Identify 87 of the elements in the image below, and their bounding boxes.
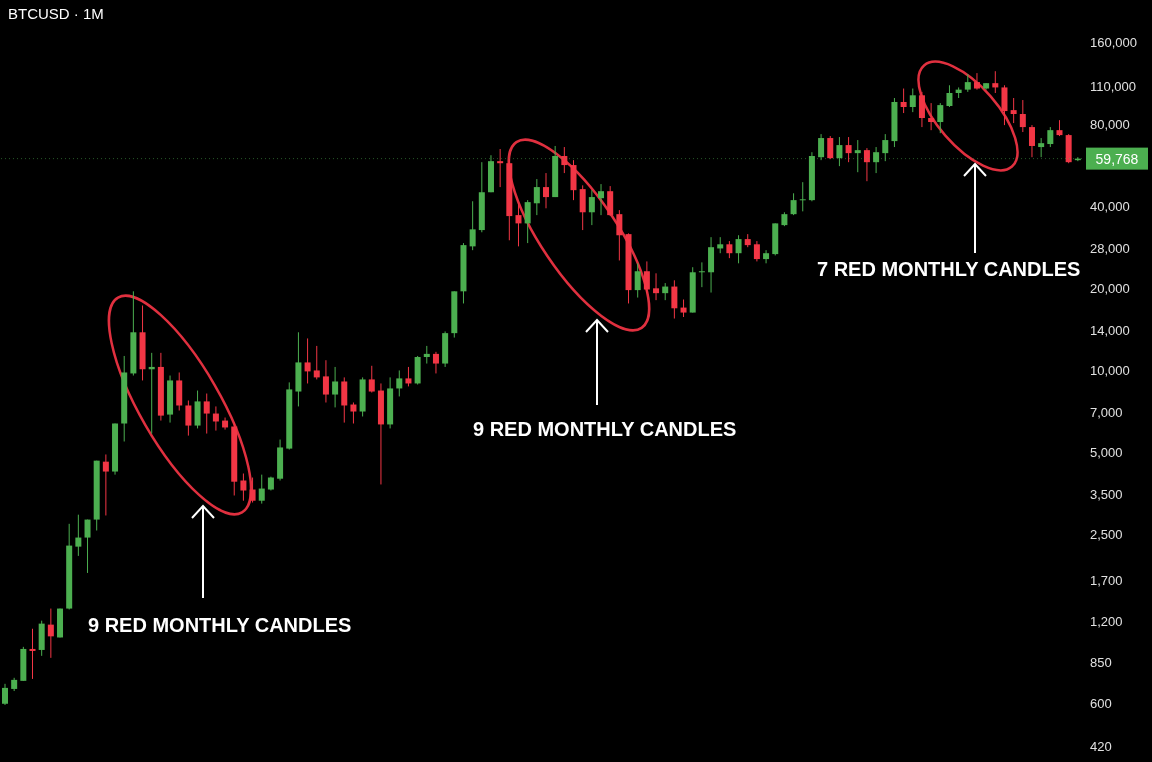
candlestick	[1028, 124, 1035, 158]
candlestick	[827, 135, 834, 160]
y-tick-label: 600	[1090, 696, 1112, 712]
candlestick	[1047, 126, 1054, 148]
candlestick	[836, 136, 843, 167]
y-tick-label: 5,000	[1090, 445, 1123, 461]
candlestick	[322, 359, 329, 403]
candlestick	[515, 202, 522, 247]
candlestick	[332, 366, 339, 408]
candlestick	[524, 199, 531, 244]
candlestick	[671, 279, 678, 320]
candlestick	[854, 139, 861, 173]
candlestick	[992, 70, 999, 94]
candlestick	[643, 260, 650, 294]
candlestick	[249, 477, 256, 504]
candlestick	[396, 369, 403, 397]
candlestick	[350, 401, 357, 424]
candlestick	[909, 88, 916, 113]
y-tick-label: 10,000	[1090, 363, 1130, 379]
annotation: 9 RED MONTHLY CANDLES	[88, 614, 352, 636]
y-tick-label: 2,500	[1090, 527, 1123, 543]
candlestick	[845, 136, 852, 163]
y-tick-label: 40,000	[1090, 198, 1130, 214]
y-tick-label: 28,000	[1090, 241, 1130, 257]
candlestick	[937, 102, 944, 134]
y-tick-label: 7,000	[1090, 405, 1123, 421]
candlestick	[84, 519, 91, 574]
chart-title: BTCUSD · 1M	[8, 5, 104, 22]
candlestick	[1010, 97, 1017, 124]
candlestick	[790, 192, 797, 216]
candlestick	[341, 376, 348, 424]
candlestick	[753, 240, 760, 262]
candlestick	[579, 184, 586, 231]
candlestick	[863, 147, 870, 182]
candlestick	[653, 272, 660, 301]
candlestick	[882, 133, 889, 162]
candlestick	[497, 148, 504, 188]
y-tick-label: 850	[1090, 655, 1112, 671]
y-tick-label: 20,000	[1090, 280, 1130, 296]
candlestick	[918, 91, 925, 128]
ref-line-label: 59,768	[1095, 150, 1139, 167]
candlestick	[598, 183, 605, 216]
candlestick	[1019, 99, 1026, 133]
candlestick	[1038, 137, 1045, 158]
y-tick-label: 1,200	[1090, 614, 1123, 630]
candlestick	[1001, 84, 1008, 126]
candlestick	[47, 608, 54, 659]
y-tick-label: 80,000	[1090, 116, 1130, 132]
y-tick-label: 160,000	[1090, 34, 1137, 50]
candlestick	[763, 249, 770, 264]
candlestick	[946, 84, 953, 108]
y-tick-label: 3,500	[1090, 487, 1123, 503]
candlestick	[368, 365, 375, 394]
candlestick	[928, 102, 935, 131]
candlestick	[258, 474, 265, 505]
candlestick	[616, 209, 623, 261]
candlestick	[2, 683, 8, 706]
candlestick	[543, 172, 549, 209]
candlestick	[102, 453, 109, 516]
candlestick	[75, 514, 82, 557]
candlestick	[799, 181, 806, 212]
candlestick	[533, 178, 540, 216]
candlestick	[469, 200, 476, 251]
candlestick	[900, 88, 907, 114]
candlestick	[634, 262, 641, 299]
candlestick	[405, 366, 412, 387]
annotation: 7 RED MONTHLY CANDLES	[817, 258, 1081, 280]
candlestick	[607, 185, 614, 217]
y-tick-label: 14,000	[1090, 323, 1130, 339]
candlestick	[432, 351, 439, 374]
candlestick	[698, 261, 705, 288]
candlestick	[818, 133, 825, 161]
candlestick	[185, 399, 192, 437]
candlestick	[313, 345, 320, 380]
candlestick	[203, 393, 210, 435]
candlestick	[304, 337, 311, 384]
y-tick-label: 420	[1090, 738, 1112, 754]
candlestick	[588, 189, 595, 226]
y-tick-label: 110,000	[1090, 78, 1137, 94]
candlestick	[735, 234, 742, 264]
candlestick	[240, 473, 247, 502]
candlestick	[29, 628, 36, 680]
annotation: 9 RED MONTHLY CANDLES	[473, 418, 737, 440]
candlestick	[973, 72, 980, 91]
candlestick	[873, 146, 880, 174]
candlestick	[561, 146, 568, 174]
y-tick-label: 1,700	[1090, 572, 1123, 588]
